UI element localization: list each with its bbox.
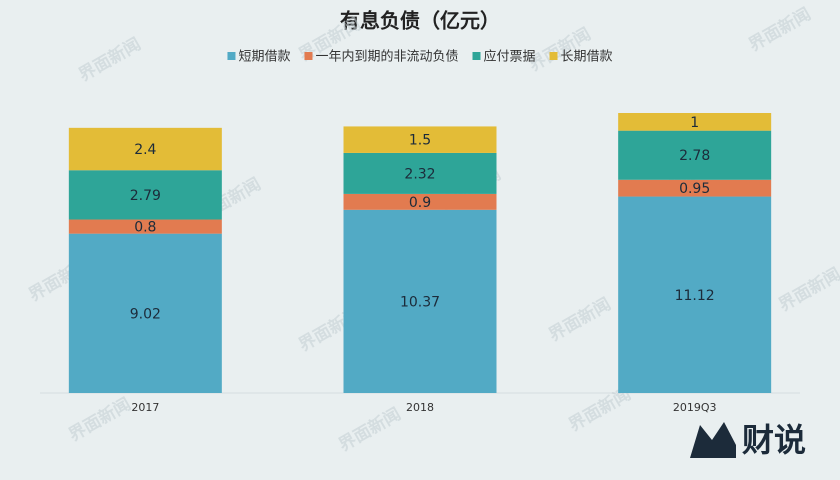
bar-segment: [618, 196, 772, 393]
bar-segment: [68, 170, 222, 220]
logo: 财说: [690, 421, 806, 459]
watermark: 界面新闻: [545, 293, 614, 345]
data-label: 2.4: [134, 142, 156, 158]
logo-icon: [690, 422, 736, 458]
data-label: 2.79: [130, 188, 161, 204]
legend-label: 一年内到期的非流动负债: [315, 49, 458, 65]
data-label: 0.95: [679, 181, 710, 197]
data-label: 11.12: [675, 288, 715, 304]
data-label: 1: [690, 115, 699, 131]
bar-segment: [68, 219, 222, 234]
bar-segment: [343, 209, 497, 393]
x-tick-label: 2019Q3: [673, 401, 717, 414]
legend-marker: [472, 52, 481, 60]
watermark: 界面新闻: [775, 263, 840, 315]
data-label: 0.8: [134, 220, 156, 236]
bar-segment: [343, 126, 497, 153]
bar-segment: [68, 233, 222, 393]
data-label: 10.37: [400, 294, 440, 310]
bar-segment: [618, 179, 772, 197]
watermark: 界面新闻: [335, 403, 404, 455]
legend: 短期借款 一年内到期的非流动负债 应付票据 长期借款: [227, 49, 613, 65]
data-label: 0.9: [409, 195, 431, 211]
legend-marker: [304, 52, 313, 60]
legend-label: 长期借款: [561, 50, 613, 65]
watermark: 界面新闻: [65, 393, 134, 445]
logo-text: 财说: [742, 421, 806, 459]
data-label: 2.32: [404, 166, 435, 182]
bar-segment: [618, 113, 772, 131]
legend-label: 短期借款: [238, 50, 290, 65]
data-label: 9.02: [130, 306, 161, 322]
bar-segment: [343, 193, 497, 210]
bar-segment: [618, 130, 772, 180]
watermark: 界面新闻: [75, 33, 144, 85]
bar-segment: [343, 152, 497, 194]
data-label: 2.78: [679, 148, 710, 164]
x-tick-label: 2018: [406, 401, 434, 414]
legend-marker: [549, 52, 558, 60]
legend-label: 应付票据: [484, 49, 536, 65]
watermark: 界面新闻: [745, 3, 814, 55]
chart-title: 有息负债（亿元）: [340, 9, 500, 33]
x-tick-label: 2017: [131, 401, 159, 414]
data-label: 1.5: [409, 133, 431, 149]
legend-marker: [227, 52, 236, 60]
bar-segment: [68, 127, 222, 171]
